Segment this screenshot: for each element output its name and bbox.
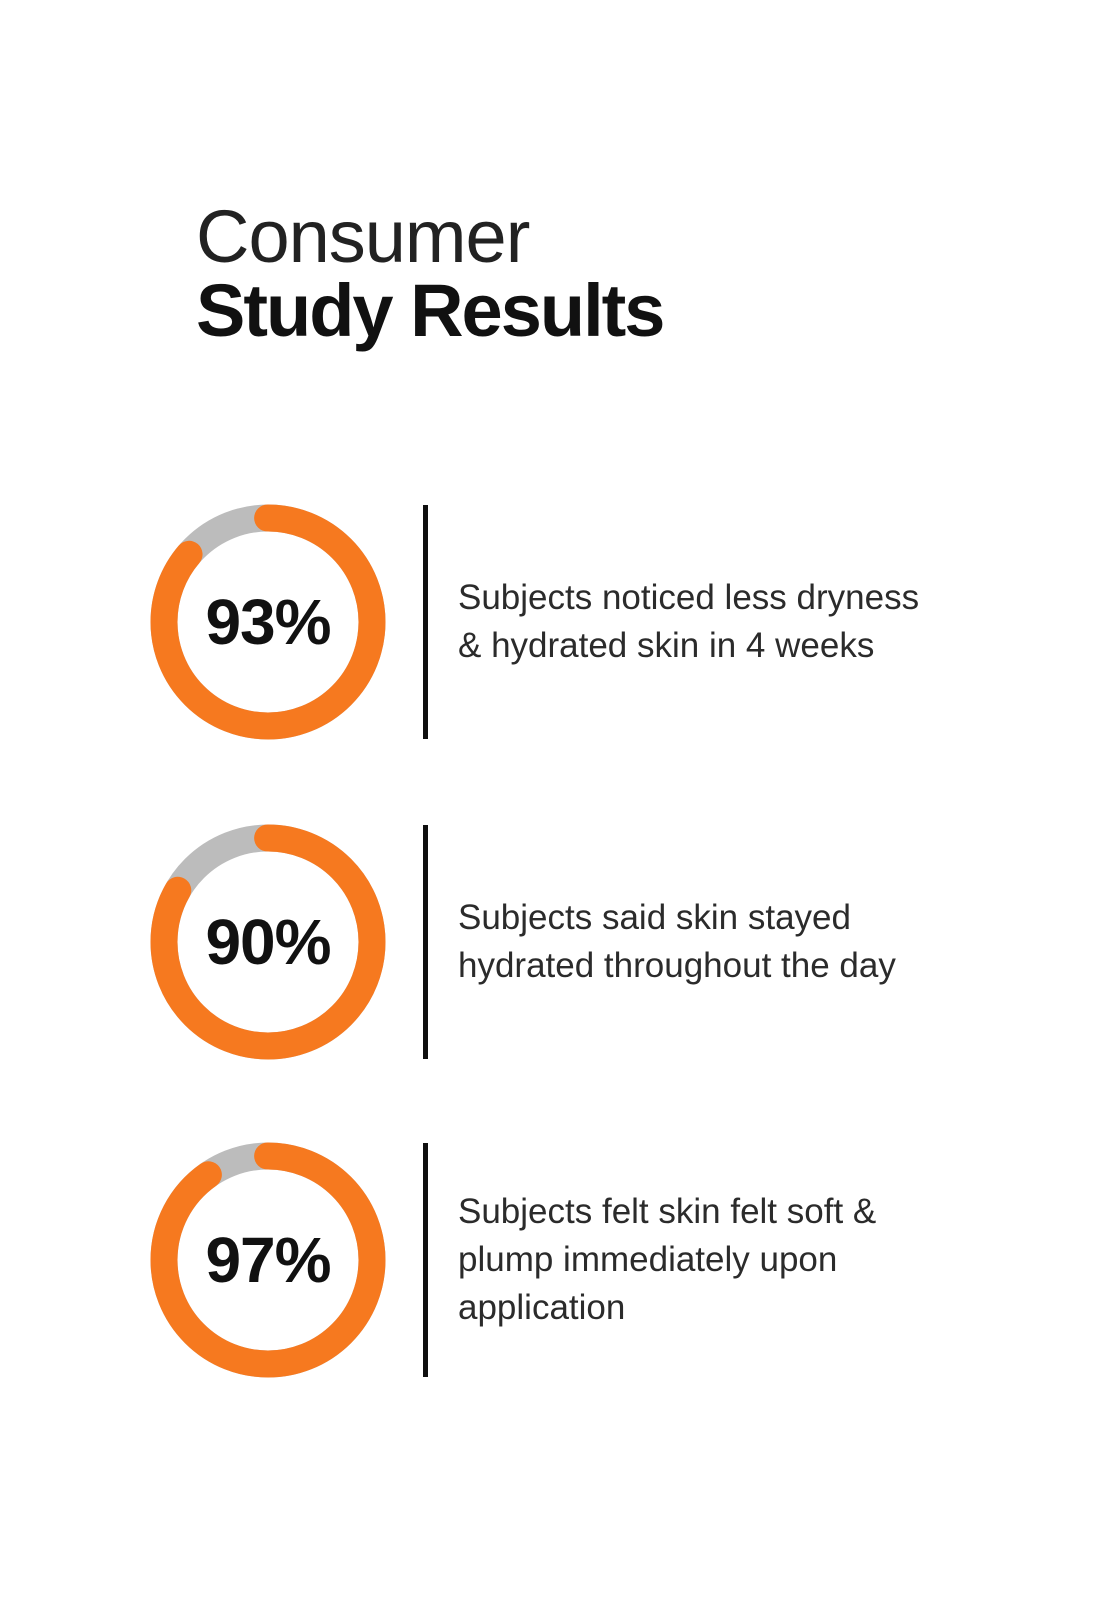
- donut-ring-svg: [150, 504, 386, 740]
- page-title-line2: Study Results: [196, 269, 665, 352]
- donut-ring: 93%: [150, 504, 386, 740]
- stat-description: Subjects noticed less dryness & hydrated…: [458, 578, 920, 665]
- ring-arc: [150, 504, 386, 740]
- percent-value: 93%: [205, 586, 331, 658]
- ring-arc: [150, 1142, 386, 1378]
- percent-value: 97%: [205, 1224, 331, 1296]
- donut-ring-svg: [150, 824, 386, 1060]
- percent-value: 90%: [205, 906, 331, 978]
- stat-description: Subjects felt skin felt soft & plump imm…: [458, 1192, 877, 1327]
- vertical-divider: [423, 825, 428, 1059]
- donut-ring: 97%: [150, 1142, 386, 1378]
- vertical-divider: [423, 1143, 428, 1377]
- page-title: Consumer Study Results: [196, 195, 665, 352]
- donut-ring-svg: [150, 1142, 386, 1378]
- ring-arc: [150, 824, 386, 1060]
- page-title-line1: Consumer: [196, 195, 530, 278]
- stat-description: Subjects said skin stayed hydrated throu…: [458, 898, 896, 985]
- stat-row: 93% Subjects noticed less dryness & hydr…: [150, 504, 1050, 740]
- donut-ring: 90%: [150, 824, 386, 1060]
- vertical-divider: [423, 505, 428, 739]
- stat-row: 97% Subjects felt skin felt soft & plump…: [150, 1142, 1050, 1378]
- stat-row: 90% Subjects said skin stayed hydrated t…: [150, 824, 1050, 1060]
